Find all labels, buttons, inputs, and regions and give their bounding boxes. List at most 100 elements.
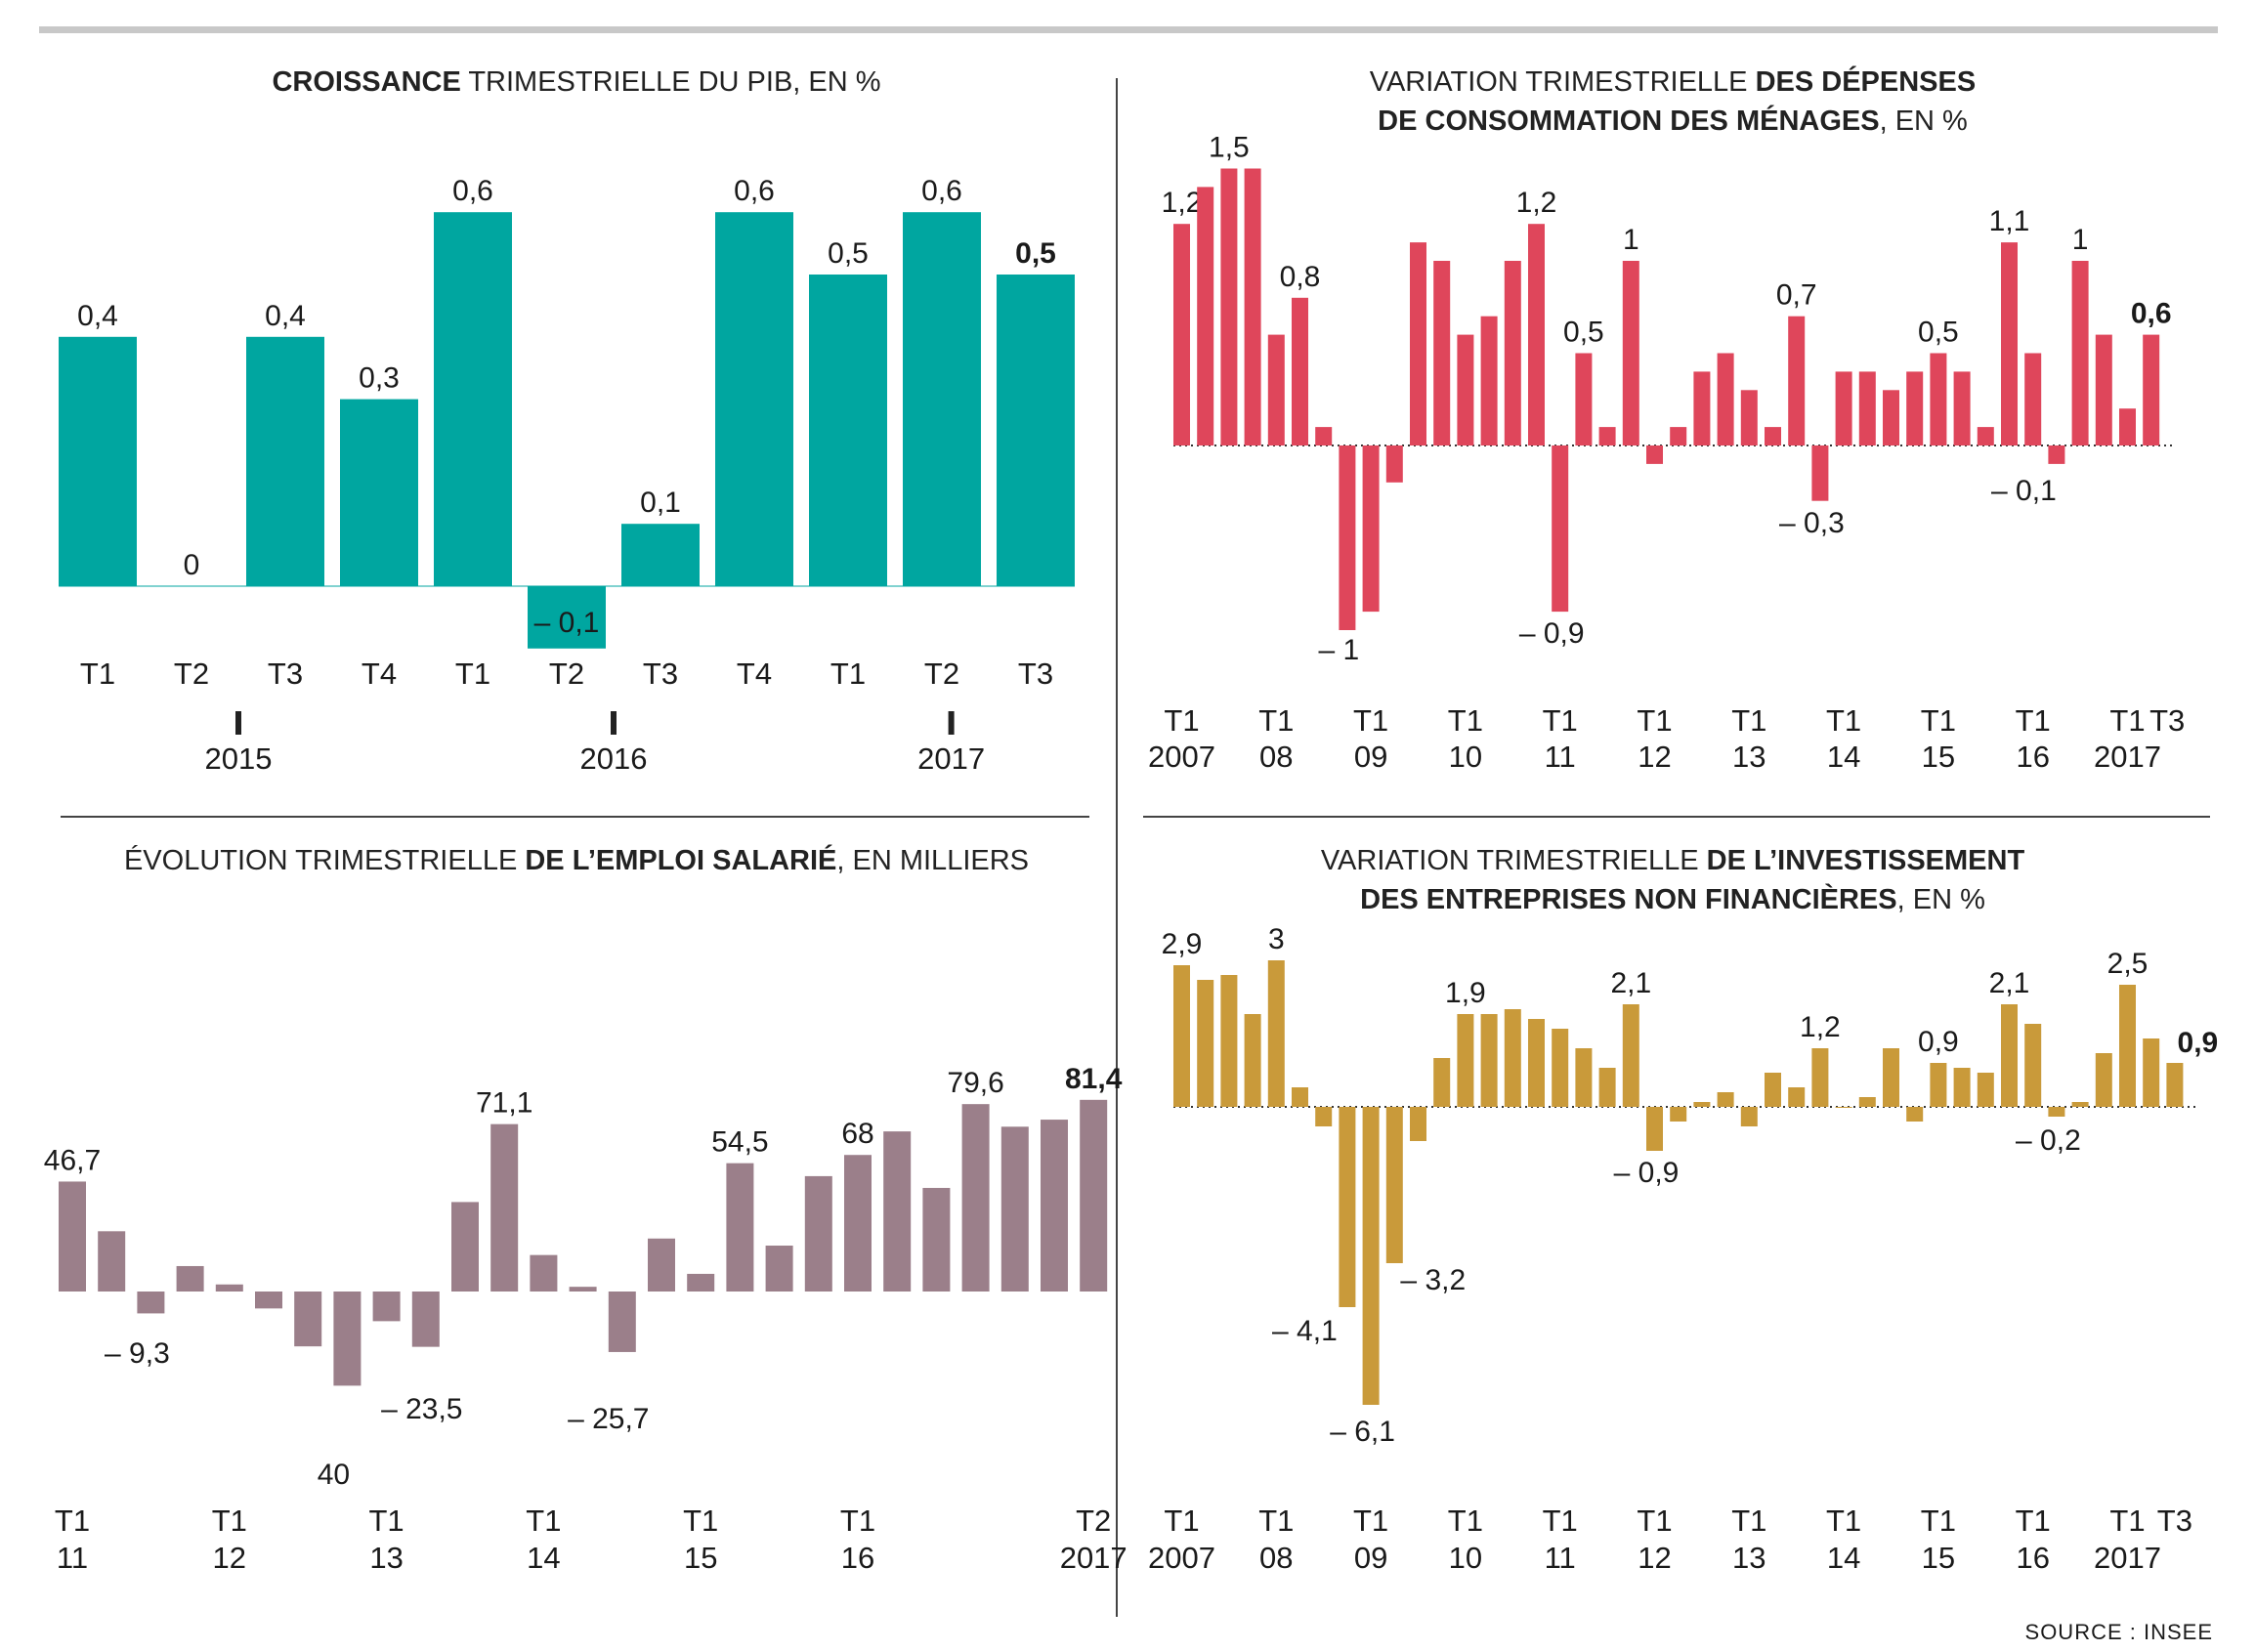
data-label: 0,1 [640, 487, 681, 519]
tick-label-quarter: T2 [1076, 1504, 1111, 1538]
bar [1362, 445, 1380, 613]
bar [2001, 1004, 2018, 1107]
bar [1433, 261, 1451, 445]
chart-title-line-part: DE CONSOMMATION DES MÉNAGES [1378, 104, 1879, 137]
bar [434, 212, 512, 586]
data-label: 1 [1623, 224, 1639, 256]
bar [1858, 1097, 1876, 1107]
chart-title-line-part: DES ENTREPRISES NON FINANCIÈRES [1360, 882, 1896, 915]
bar [1504, 261, 1521, 445]
data-label: 0,9 [2178, 1027, 2219, 1059]
data-label: 0,9 [1918, 1026, 1959, 1058]
top-rule [39, 26, 2218, 33]
bar [1788, 1087, 1806, 1107]
bar [1457, 1014, 1474, 1107]
tick-label-quarter: T1 [2109, 1504, 2145, 1538]
year-tick [611, 711, 617, 735]
bar [2143, 1038, 2160, 1107]
tick-label-year: 15 [684, 1541, 717, 1575]
data-label: 46,7 [44, 1144, 101, 1176]
bar [1765, 1073, 1781, 1107]
tick-label-year: 2017 [2094, 1541, 2161, 1575]
bar [903, 212, 981, 586]
bar [340, 399, 418, 586]
tick-label-year: 10 [1449, 1541, 1482, 1575]
bar [1670, 1107, 1687, 1122]
tick-label-quarter: T1 [840, 1504, 875, 1538]
bar [1362, 1107, 1380, 1405]
bar [372, 1292, 401, 1322]
data-label: 0,5 [1015, 237, 1056, 270]
data-label: – 0,1 [534, 607, 600, 639]
bar [1080, 1099, 1108, 1292]
bar [1953, 371, 1971, 445]
tick-label-quarter: T1 [683, 1504, 718, 1538]
tick-label-year: 16 [2016, 1541, 2049, 1575]
chart-title-line: DE CONSOMMATION DES MÉNAGES, EN % [1378, 104, 1968, 137]
bar [528, 586, 606, 649]
chart-title-line-part: DE L’INVESTISSEMENT [1707, 845, 2025, 876]
bar [2143, 334, 2160, 445]
tick-label-quarter: T1 [1921, 1504, 1956, 1538]
bar [715, 212, 793, 586]
tick-label: T3 [268, 657, 303, 691]
bar [1740, 390, 1758, 445]
tick-label-quarter: T1 [2016, 703, 2051, 738]
bar [1267, 960, 1285, 1107]
tick-label-quarter: T1 [1448, 703, 1483, 738]
chart-title-part: DE L’EMPLOI SALARIÉ [525, 843, 836, 876]
bar [1244, 1014, 1261, 1107]
bar [569, 1287, 597, 1292]
tick-label-quarter: T3 [2149, 703, 2185, 738]
tick-label: T1 [455, 657, 490, 691]
data-label: 81,4 [1065, 1063, 1123, 1095]
tick-label-quarter: T1 [1164, 703, 1199, 738]
bar [1244, 168, 1261, 445]
bar [1197, 187, 1214, 445]
bar [59, 1181, 86, 1292]
data-label: 54,5 [711, 1126, 768, 1159]
bar [1410, 242, 1426, 445]
bar [1220, 168, 1238, 445]
bar [98, 1231, 126, 1292]
bar [765, 1246, 793, 1292]
bar [2095, 1053, 2112, 1107]
data-label: 0,5 [828, 237, 869, 270]
tick-label-quarter: T1 [1637, 703, 1672, 738]
tick-label-year: 11 [1545, 1541, 1576, 1575]
tick-label: T1 [80, 657, 115, 691]
bar [1622, 261, 1639, 445]
tick-label-year: 2007 [1148, 1541, 1215, 1575]
bar [809, 275, 887, 586]
bar [648, 1238, 675, 1292]
bar [1480, 316, 1498, 445]
tick-label-year: 13 [1732, 740, 1766, 774]
data-label: 0 [184, 549, 200, 581]
bar [608, 1292, 636, 1352]
bar [1173, 224, 1190, 445]
bar [883, 1131, 912, 1292]
bar [1575, 1048, 1593, 1107]
bar [1977, 427, 1994, 445]
tick-label-quarter: T1 [369, 1504, 404, 1538]
bar [1693, 1102, 1711, 1107]
tick-label-year: 16 [2016, 740, 2049, 774]
bar [1339, 445, 1356, 630]
bar [1622, 1004, 1639, 1107]
tick-label-year: 14 [1827, 1541, 1860, 1575]
chart-household-consumption: VARIATION TRIMESTRIELLE DES DÉPENSES DE C… [1148, 64, 2185, 774]
year-label: 2017 [917, 741, 985, 776]
data-label: – 0,2 [2016, 1124, 2081, 1157]
bar [1528, 1019, 1545, 1107]
year-label: 2016 [580, 741, 648, 776]
bar [1598, 427, 1616, 445]
bar [2001, 242, 2018, 445]
bar [1410, 1107, 1426, 1141]
chart-salaried-employment: ÉVOLUTION TRIMESTRIELLE DE L’EMPLOI SALA… [44, 843, 1128, 1575]
bar [1858, 371, 1876, 445]
bar [961, 1104, 990, 1292]
bar [1883, 390, 1899, 445]
bar [246, 336, 324, 586]
tick-label-year: 10 [1449, 740, 1482, 774]
bar [1906, 371, 1924, 445]
